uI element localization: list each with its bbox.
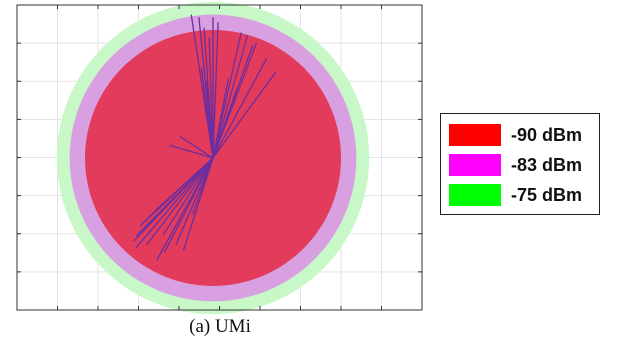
ray-path	[212, 71, 277, 159]
legend-item-90: -90 dBm	[449, 120, 591, 150]
legend-swatch	[449, 154, 501, 176]
ray-path	[212, 57, 268, 159]
ray-path	[212, 78, 229, 159]
legend-label: -75 dBm	[511, 184, 583, 205]
legend-label: -90 dBm	[511, 124, 583, 145]
ray-path	[191, 157, 214, 215]
ray-path	[163, 157, 214, 254]
ray-path	[200, 68, 214, 159]
ray-path	[212, 87, 238, 159]
ray-path	[212, 34, 249, 159]
ray-path	[175, 157, 214, 246]
ray-path	[145, 157, 214, 246]
ray-path	[205, 81, 214, 159]
ray-path	[169, 144, 214, 159]
coverage-chart	[16, 1, 423, 315]
ray-path	[179, 135, 214, 159]
legend-swatch	[449, 184, 501, 206]
ray-path	[139, 157, 214, 227]
axis-ticks	[17, 5, 422, 310]
legend-label: -83 dBm	[511, 154, 583, 175]
ray-path	[162, 157, 214, 236]
legend-swatch	[449, 124, 501, 146]
legend-item-83: -83 dBm	[449, 150, 591, 180]
ray-path	[133, 157, 214, 242]
ray-path	[135, 157, 214, 249]
ray-path	[212, 22, 219, 159]
legend-item-75: -75 dBm	[449, 180, 591, 210]
ray-paths	[133, 14, 277, 261]
figure-caption: (a) UMi	[189, 316, 251, 337]
legend: -90 dBm -83 dBm -75 dBm	[440, 113, 600, 215]
